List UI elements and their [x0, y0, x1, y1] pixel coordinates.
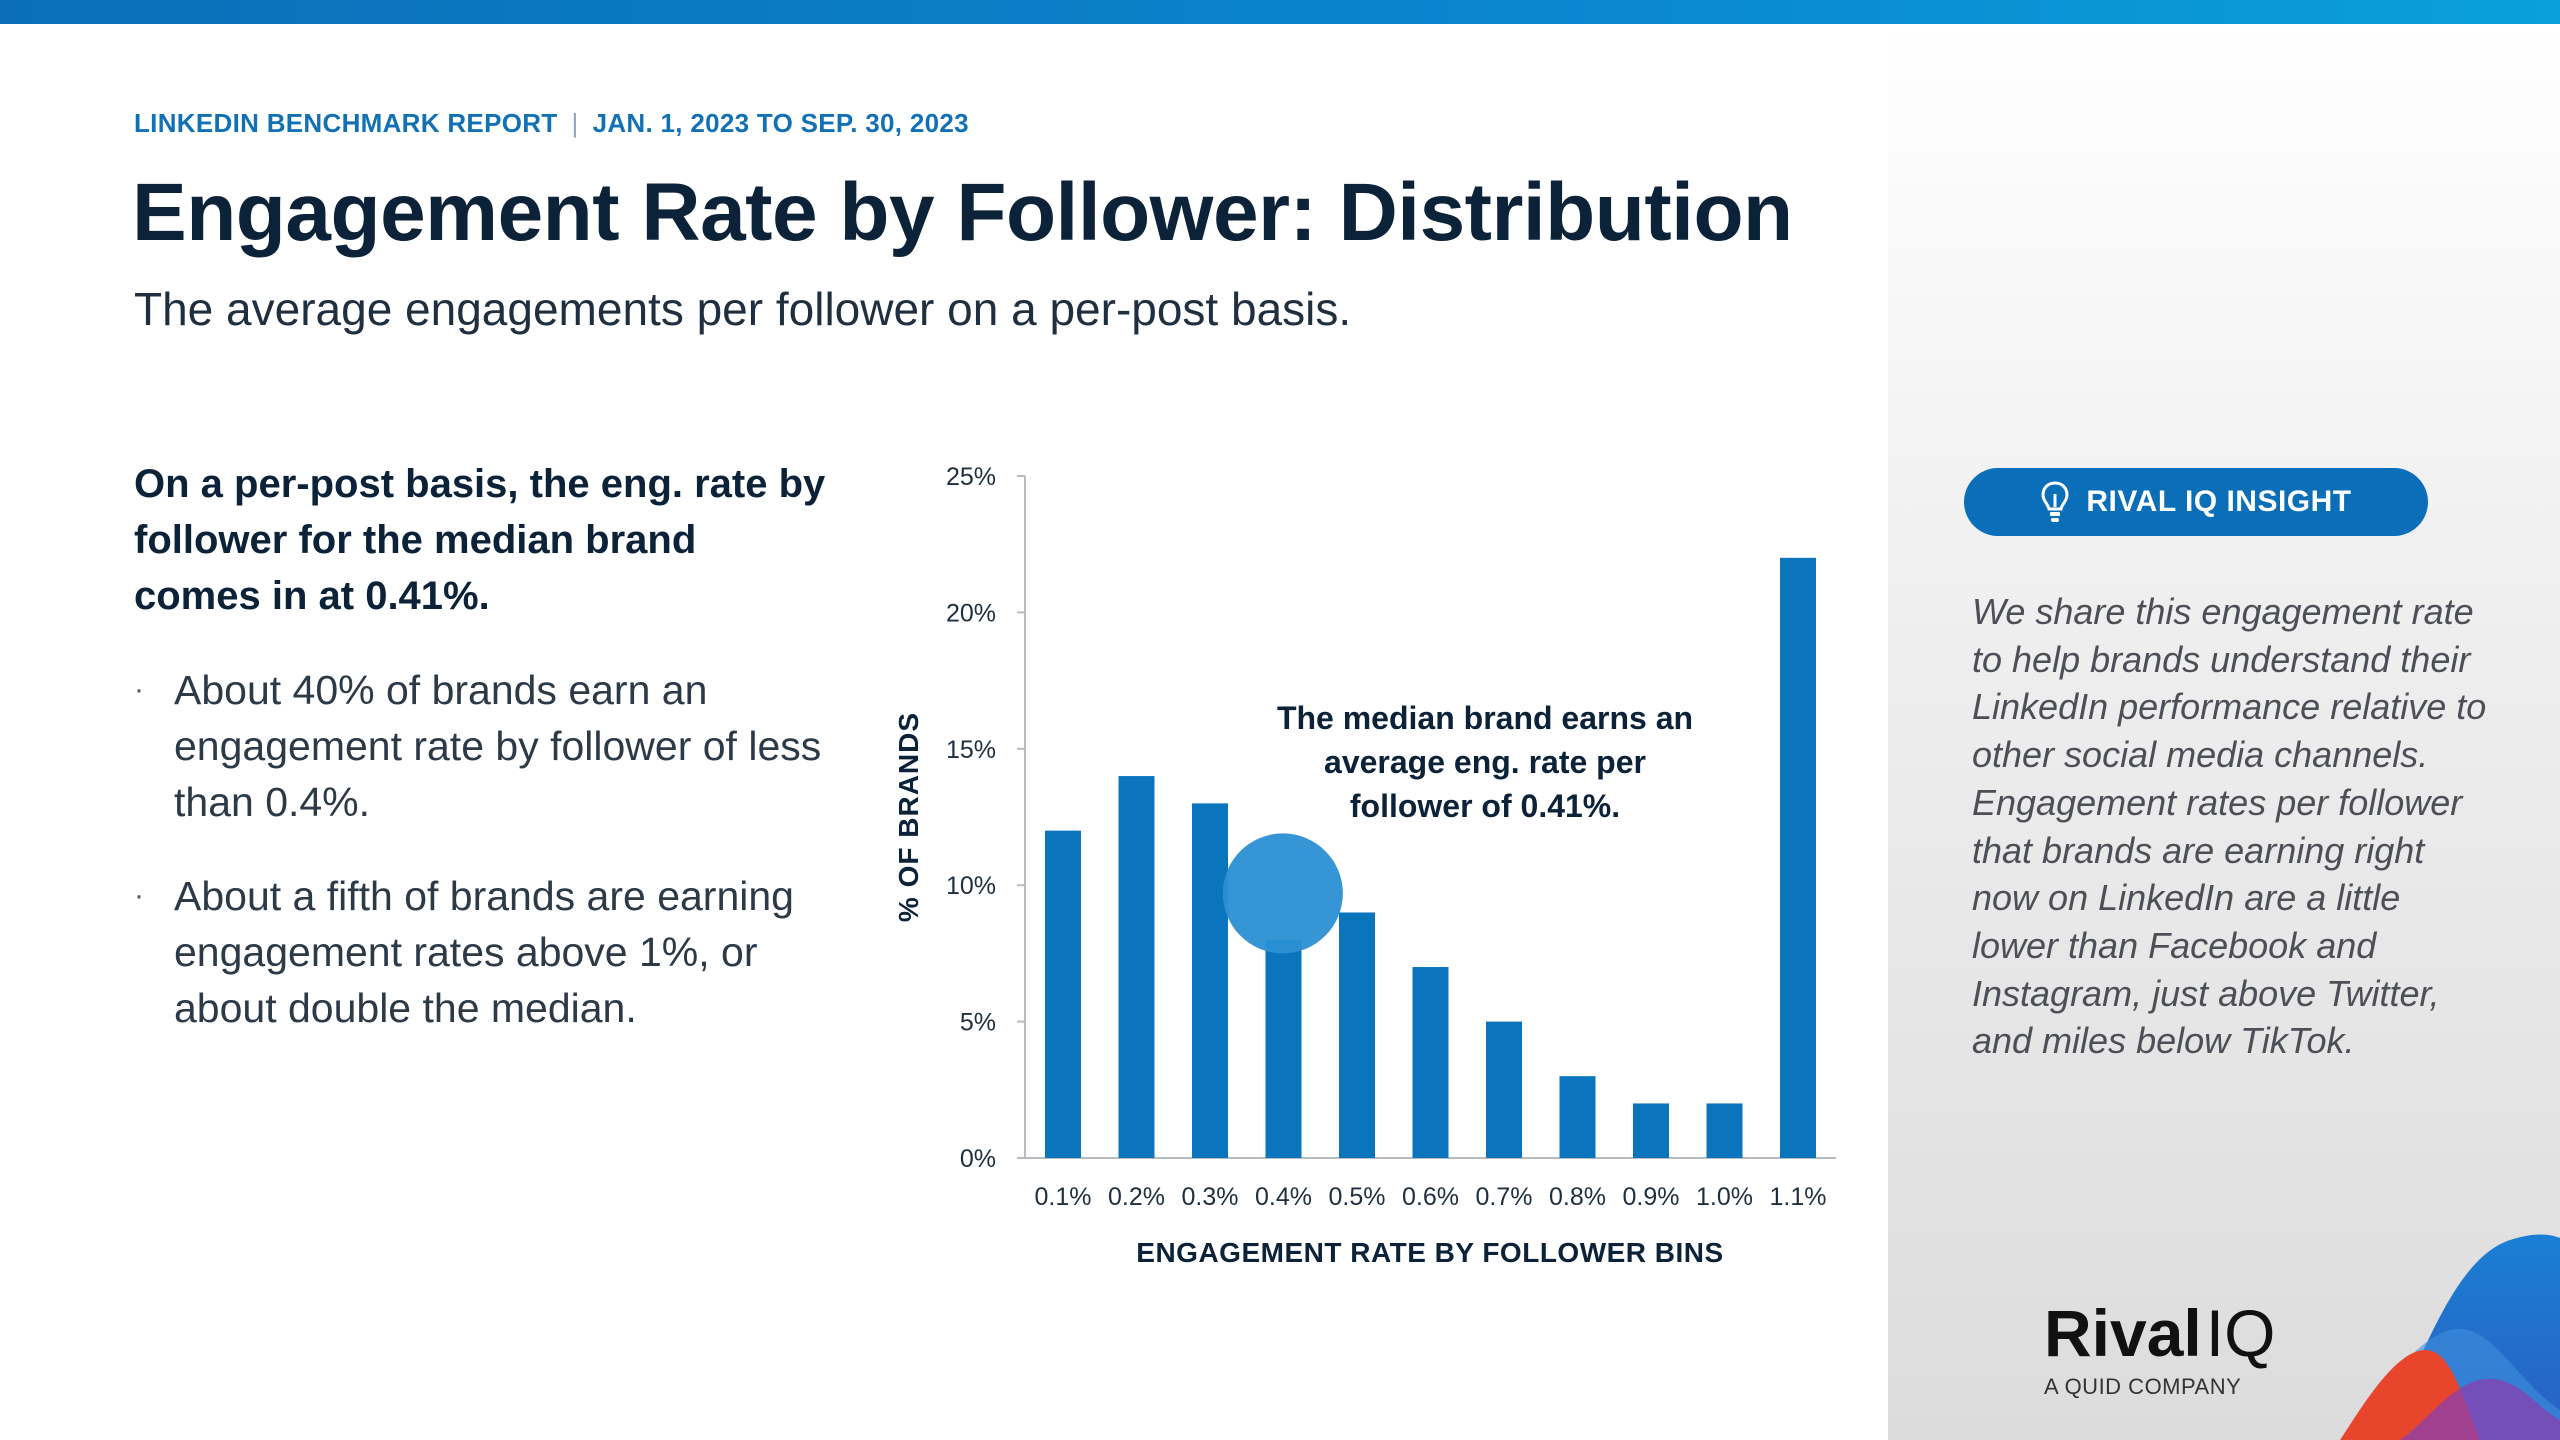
bar	[1118, 776, 1155, 1158]
bullet-item: · About 40% of brands earn an engagement …	[134, 662, 834, 830]
page-title: Engagement Rate by Follower: Distributio…	[132, 167, 1793, 258]
y-tick-label: 5%	[960, 1009, 996, 1037]
median-annotation: The median brand earns an average eng. r…	[1276, 700, 1694, 824]
bar	[1559, 1076, 1596, 1158]
x-tick-label: 0.8%	[1549, 1183, 1606, 1211]
x-tick-label: 0.5%	[1329, 1183, 1386, 1211]
insight-badge: RIVAL IQ INSIGHT	[1964, 468, 2428, 536]
rival-iq-logo: RivalIQ A QUID COMPANY	[2044, 1300, 2275, 1400]
x-tick-label: 1.0%	[1696, 1183, 1753, 1211]
insight-sidebar	[1888, 24, 2560, 1440]
bar	[1706, 1103, 1743, 1158]
x-tick-label: 0.9%	[1623, 1183, 1680, 1211]
y-tick-label: 25%	[946, 463, 996, 491]
report-date-range: JAN. 1, 2023 TO SEP. 30, 2023	[592, 108, 969, 138]
bullet-list: · About 40% of brands earn an engagement …	[134, 662, 834, 1074]
bullet-item: · About a fifth of brands are earning eng…	[134, 868, 834, 1036]
x-tick-label: 0.2%	[1108, 1183, 1165, 1211]
eyebrow-separator: |	[571, 108, 579, 138]
x-tick-label: 1.1%	[1770, 1183, 1827, 1211]
lead-statement: On a per-post basis, the eng. rate by fo…	[134, 462, 826, 618]
y-tick-label: 0%	[960, 1145, 996, 1173]
logo-name-light: IQ	[2205, 1296, 2276, 1370]
bullet-dot-icon: ·	[134, 673, 144, 706]
bar	[1486, 1021, 1522, 1158]
bar	[1265, 939, 1302, 1158]
x-tick-label: 0.3%	[1182, 1183, 1239, 1211]
y-axis-title: % OF BRANDS	[893, 712, 924, 922]
bar	[1780, 557, 1816, 1158]
bar	[1339, 912, 1375, 1158]
median-marker	[1222, 833, 1343, 954]
y-tick-label: 20%	[946, 599, 996, 627]
bullet-dot-icon: ·	[134, 879, 144, 912]
insight-text: We share this engagement rate to help br…	[1972, 591, 2487, 1062]
x-tick-label: 0.1%	[1035, 1183, 1092, 1211]
bar	[1045, 830, 1081, 1158]
bar	[1633, 1103, 1669, 1158]
x-tick-label: 0.4%	[1255, 1183, 1312, 1211]
lightbulb-icon	[2041, 481, 2069, 522]
page-subtitle: The average engagements per follower on …	[134, 283, 1352, 335]
logo-name-bold: Rival	[2044, 1296, 2202, 1370]
insight-badge-label: RIVAL IQ INSIGHT	[2086, 485, 2352, 518]
report-name: LINKEDIN BENCHMARK REPORT	[134, 108, 558, 138]
x-tick-label: 0.7%	[1476, 1183, 1533, 1211]
bullet-text: About 40% of brands earn an engagement r…	[174, 667, 822, 825]
bar	[1412, 967, 1449, 1158]
report-eyebrow: LINKEDIN BENCHMARK REPORT | JAN. 1, 2023 T…	[134, 108, 969, 139]
x-axis-title: ENGAGEMENT RATE BY FOLLOWER BINS	[1136, 1237, 1723, 1268]
logo-tagline: A QUID COMPANY	[2044, 1374, 2242, 1399]
y-tick-label: 10%	[946, 872, 996, 900]
bar	[1192, 803, 1228, 1158]
y-tick-label: 15%	[946, 736, 996, 764]
x-tick-label: 0.6%	[1402, 1183, 1459, 1211]
logo-wordmark: RivalIQ	[2044, 1300, 2275, 1366]
top-accent-bar	[0, 0, 2560, 24]
bullet-text: About a fifth of brands are earning enga…	[174, 873, 794, 1031]
decorative-waves	[2340, 1234, 2560, 1440]
